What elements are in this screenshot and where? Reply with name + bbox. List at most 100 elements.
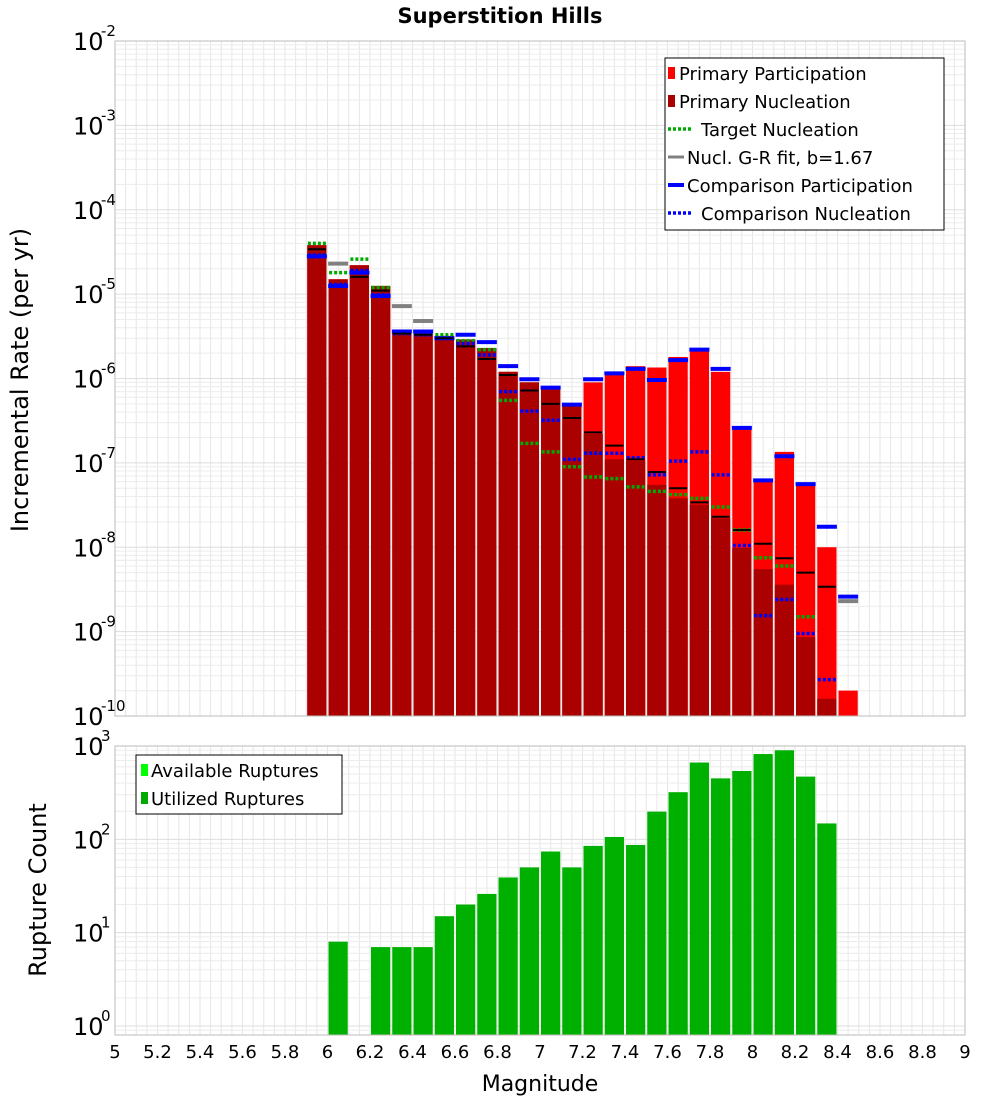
count-bar (371, 947, 391, 1035)
rate-bar (456, 339, 476, 716)
y-tick-label: 10 (73, 826, 104, 854)
legend-label: Nucl. G-R fit, b=1.67 (687, 148, 873, 169)
legend-label: Comparison Nucleation (701, 204, 911, 225)
count-bar (562, 867, 582, 1035)
rate-bar (328, 279, 348, 716)
count-bar (753, 754, 773, 1035)
rate-bar (647, 484, 667, 716)
y-tick-label: 10 (73, 281, 104, 309)
count-bar (392, 947, 412, 1035)
rate-bar (732, 547, 752, 716)
y-tick-exponent: 0 (101, 1007, 111, 1025)
rate-bar (434, 335, 454, 716)
count-bar (413, 947, 433, 1035)
count-bar (711, 778, 731, 1035)
legend-box (664, 57, 945, 231)
y-tick-exponent: -5 (101, 275, 116, 293)
chart-title: Superstition Hills (397, 4, 602, 28)
x-tick-label: 8 (747, 1042, 758, 1063)
count-bar (774, 750, 794, 1035)
rate-bar (817, 698, 837, 716)
rate-bar (519, 382, 539, 716)
x-tick-label: 7.6 (653, 1042, 682, 1063)
y-tick-exponent: -2 (101, 22, 116, 40)
x-tick-label: 7.2 (568, 1042, 597, 1063)
x-tick-label: 7.8 (696, 1042, 725, 1063)
rate-bar (349, 265, 369, 716)
rate-bar (796, 637, 816, 716)
y-tick-label: 10 (73, 733, 104, 761)
y-tick-label: 10 (73, 534, 104, 562)
rate-bar (307, 245, 327, 717)
count-bar (583, 845, 603, 1035)
magnitude-x-ticks: 5 5.2 5.4 5.6 5.8 6 6.2 6.4 6.6 6.8 7 7.2 7.4 7.6 7.8 8… (109, 1042, 970, 1063)
rate-bar (541, 389, 561, 716)
rate-bar (711, 518, 731, 716)
count-bar (732, 770, 752, 1035)
x-tick-label: 5.2 (143, 1042, 172, 1063)
rate-bar (583, 433, 603, 716)
x-tick-label: 9 (959, 1042, 970, 1063)
x-tick-label: 8.6 (866, 1042, 895, 1063)
count-bar (668, 792, 688, 1035)
count-bar (604, 836, 624, 1035)
rate-plot-frame (114, 40, 966, 717)
y-tick-exponent: -9 (101, 613, 116, 631)
x-tick-label: 6.8 (483, 1042, 512, 1063)
legend-swatch (668, 95, 675, 107)
legend-box (135, 754, 343, 815)
x-tick-label: 5.6 (228, 1042, 257, 1063)
x-tick-label: 8.8 (908, 1042, 937, 1063)
legend-label: Comparison Participation (687, 176, 913, 197)
count-bar (456, 904, 476, 1035)
y-tick-label: 10 (73, 1013, 104, 1041)
legend-label: Utilized Ruptures (151, 789, 304, 810)
rate-bar (817, 547, 837, 716)
count-bar (434, 916, 454, 1035)
rate-bar (477, 347, 497, 716)
count-y-axis-label: Rupture Count (24, 803, 52, 977)
x-tick-label: 6 (322, 1042, 333, 1063)
count-bar (626, 844, 646, 1035)
y-tick-exponent: -6 (101, 360, 116, 378)
rate-bar (668, 498, 688, 716)
legend-swatch (668, 67, 675, 79)
rate-bar (753, 569, 773, 716)
count-legend: Available Ruptures Utilized Ruptures (135, 754, 343, 815)
y-tick-exponent: -10 (101, 697, 126, 715)
x-tick-label: 6.4 (398, 1042, 427, 1063)
y-tick-label: 10 (73, 197, 104, 225)
y-tick-label: 10 (73, 450, 104, 478)
x-tick-label: 7.4 (611, 1042, 640, 1063)
y-tick-label: 10 (73, 920, 104, 948)
y-tick-exponent: -7 (101, 444, 116, 462)
legend-swatch (141, 792, 148, 804)
count-bar (647, 811, 667, 1035)
legend-label: Target Nucleation (700, 120, 859, 141)
rate-bar (562, 405, 582, 716)
x-tick-label: 8.2 (781, 1042, 810, 1063)
y-tick-exponent: -3 (101, 106, 116, 124)
count-bar (519, 867, 539, 1035)
count-bar (328, 941, 348, 1035)
rate-bar (371, 285, 391, 716)
rate-bar (604, 459, 624, 716)
rate-bar (838, 690, 858, 716)
count-bar (541, 851, 561, 1035)
rate-lines (306, 241, 859, 682)
x-tick-label: 8.4 (823, 1042, 852, 1063)
x-tick-label: 7 (534, 1042, 545, 1063)
rate-bar (413, 333, 433, 716)
x-tick-label: 5 (109, 1042, 120, 1063)
y-tick-exponent: 3 (101, 727, 111, 745)
rate-bars (307, 245, 858, 717)
count-bar (796, 776, 816, 1035)
rate-y-ticks: 10-210-310-410-510-610-710-810-910-10 (73, 22, 126, 731)
legend-label: Primary Participation (679, 64, 867, 85)
count-bar (477, 893, 497, 1035)
y-tick-exponent: -4 (101, 191, 116, 209)
y-tick-label: 10 (73, 366, 104, 394)
y-tick-exponent: 2 (101, 820, 111, 838)
